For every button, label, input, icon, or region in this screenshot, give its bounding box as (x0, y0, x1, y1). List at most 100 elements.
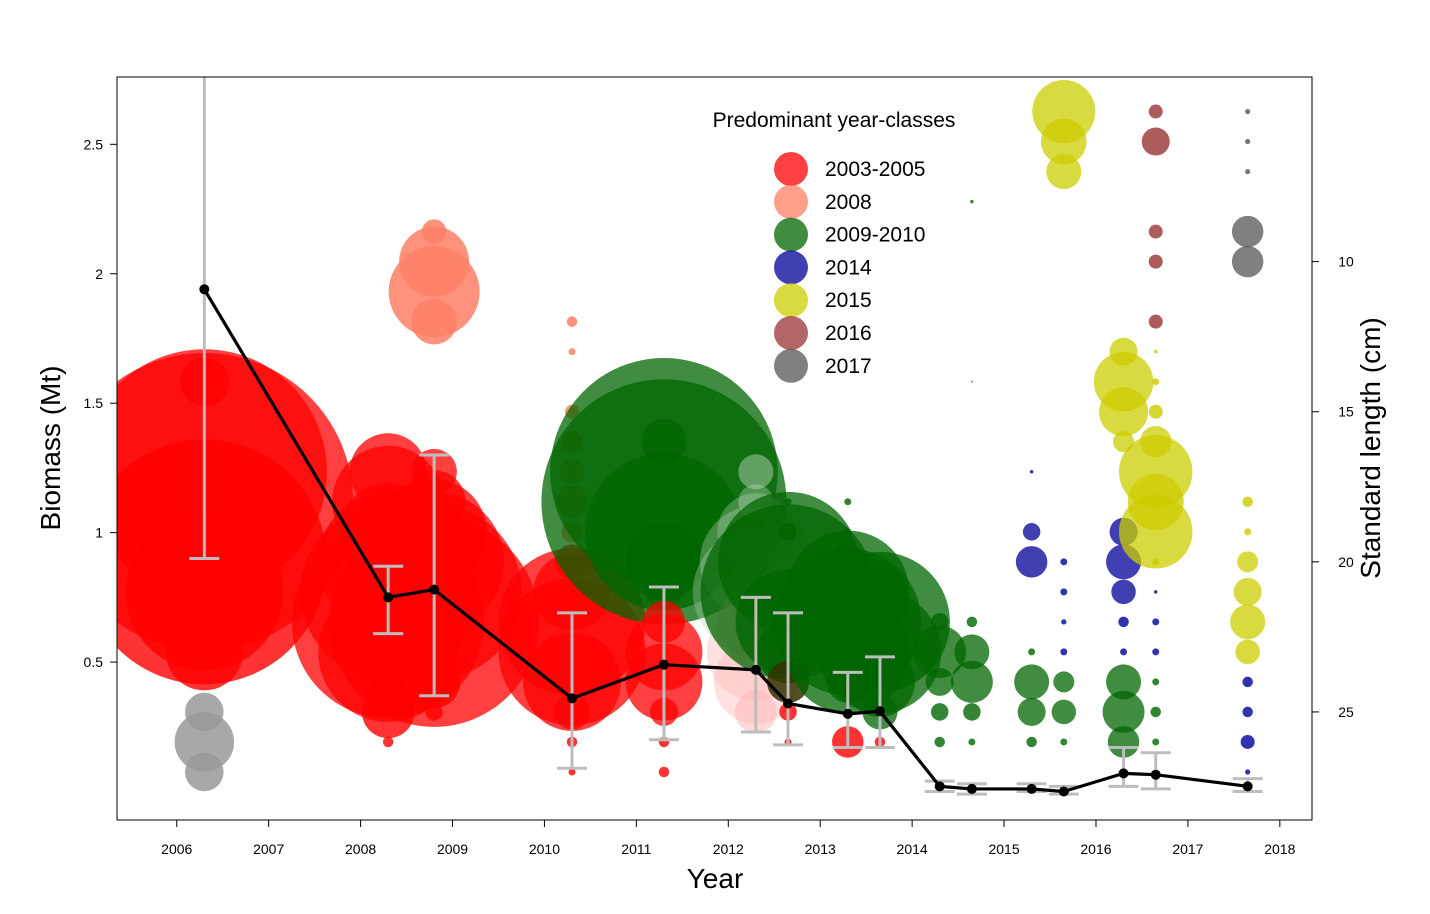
y-tick-label-1: 1 (95, 525, 103, 541)
biomass-point-4 (658, 659, 669, 670)
y-tick-label-0: 0.5 (84, 654, 104, 670)
length-bubble-119 (1060, 738, 1068, 746)
biomass-point-10 (966, 783, 977, 794)
length-bubble-97 (971, 380, 973, 383)
length-bubble-164 (1240, 734, 1255, 749)
biomass-point-3 (567, 693, 578, 704)
y-axis-left: 0.5 1 1.5 2 2.5 (84, 136, 117, 670)
length-bubble-109 (1026, 736, 1037, 748)
y2-tick-label-20: 20 (1338, 554, 1354, 570)
biomass-point-8 (874, 706, 885, 717)
length-bubble-135 (1148, 254, 1163, 269)
length-bubble-155 (1231, 245, 1264, 278)
length-bubble-107 (1014, 664, 1050, 700)
length-bubble-152 (1245, 138, 1251, 145)
biomass-point-14 (1150, 769, 1161, 780)
length-bubble-93 (925, 667, 954, 696)
biomass-point-0 (199, 284, 210, 295)
y-tick-label-2: 1.5 (84, 395, 104, 411)
length-bubble-115 (1061, 619, 1067, 625)
legend-label-6: 2017 (825, 355, 872, 378)
length-bubble-100 (950, 660, 993, 703)
length-bubble-126 (1111, 579, 1136, 605)
length-bubble-114 (1060, 588, 1068, 596)
legend-label-3: 2014 (825, 256, 872, 279)
length-bubble-21 (388, 246, 480, 338)
length-bubble-138 (1152, 378, 1160, 386)
length-bubble-94 (930, 703, 949, 721)
length-bubble-113 (1060, 558, 1068, 566)
length-bubble-162 (1242, 676, 1253, 688)
x-tick-label-2013: 2013 (805, 841, 836, 857)
length-bubble-157 (1244, 528, 1252, 536)
biomass-point-2 (429, 584, 440, 595)
y-axis-label: Biomass (Mt) (35, 366, 66, 531)
length-bubble-127 (1118, 616, 1129, 628)
legend-swatch-6 (774, 348, 808, 383)
length-bubble-150 (1152, 738, 1160, 746)
length-bubble-22 (411, 298, 457, 345)
length-bubble-8 (185, 752, 224, 792)
x-tick-label-2015: 2015 (988, 841, 1019, 857)
length-bubble-130 (1102, 690, 1145, 733)
length-bubble-143 (1118, 495, 1193, 569)
legend: Predominant year-classes 2003-2005 2008 20… (713, 109, 955, 383)
length-bubble-161 (1235, 639, 1260, 665)
x-tick-label-2018: 2018 (1264, 841, 1295, 857)
biomass-point-1 (383, 592, 394, 603)
length-bubble-149 (1150, 706, 1161, 718)
x-tick-label-2006: 2006 (161, 841, 192, 857)
length-bubble-30 (425, 703, 443, 721)
biomass-series-layer (199, 284, 1253, 797)
length-bubble-129 (1106, 664, 1142, 700)
biomass-point-9 (934, 781, 945, 792)
length-bubble-122 (1099, 387, 1149, 437)
legend-swatch-2 (774, 217, 808, 252)
length-bubble-163 (1242, 706, 1253, 718)
length-bubble-146 (1152, 618, 1160, 626)
length-bubble-144 (1152, 558, 1160, 566)
legend-label-4: 2015 (825, 289, 872, 312)
biomass-point-13 (1118, 768, 1129, 779)
biomass-point-12 (1058, 786, 1069, 797)
x-tick-label-2017: 2017 (1172, 841, 1203, 857)
y-tick-label-4: 2.5 (84, 136, 104, 152)
length-bubble-159 (1233, 577, 1262, 606)
length-bubble-165 (1245, 769, 1251, 775)
length-bubble-98 (966, 616, 978, 628)
length-bubble-147 (1152, 648, 1160, 656)
y2-tick-label-10: 10 (1338, 254, 1354, 270)
legend-swatch-4 (774, 283, 808, 318)
length-bubble-160 (1230, 604, 1266, 640)
biomass-point-11 (1026, 783, 1037, 794)
length-bubble-139 (1148, 404, 1163, 419)
legend-swatch-5 (774, 316, 808, 350)
length-bubble-117 (1053, 671, 1075, 693)
length-bubble-128 (1120, 648, 1128, 656)
length-bubble-151 (1245, 108, 1251, 115)
length-bubble-153 (1245, 168, 1251, 175)
legend-label-5: 2016 (825, 322, 872, 345)
length-bubble-32 (568, 348, 576, 356)
length-bubble-31 (566, 316, 578, 327)
length-bubble-5 (165, 613, 243, 691)
length-bubble-105 (1015, 546, 1048, 578)
x-tick-label-2008: 2008 (345, 841, 376, 857)
x-tick-label-2010: 2010 (529, 841, 560, 857)
length-bubble-132 (1148, 104, 1163, 119)
y-tick-label-3: 2 (95, 266, 103, 282)
x-axis: 2006 2007 2008 2009 2010 2011 2012 2013 2014 2015… (161, 820, 1296, 857)
biomass-point-5 (750, 664, 761, 675)
length-bubble-102 (968, 738, 976, 746)
y2-tick-label-15: 15 (1338, 404, 1354, 420)
y2-tick-label-25: 25 (1338, 704, 1354, 720)
length-bubble-103 (1029, 470, 1034, 474)
length-bubble-45 (568, 768, 576, 776)
length-bubble-156 (1242, 496, 1253, 508)
legend-swatch-1 (774, 184, 808, 219)
length-bubble-106 (1028, 648, 1036, 656)
x-tick-label-2009: 2009 (437, 841, 468, 857)
length-bubble-57 (658, 766, 670, 778)
length-bubble-112 (1046, 154, 1082, 190)
biomass-line (202, 288, 1248, 794)
